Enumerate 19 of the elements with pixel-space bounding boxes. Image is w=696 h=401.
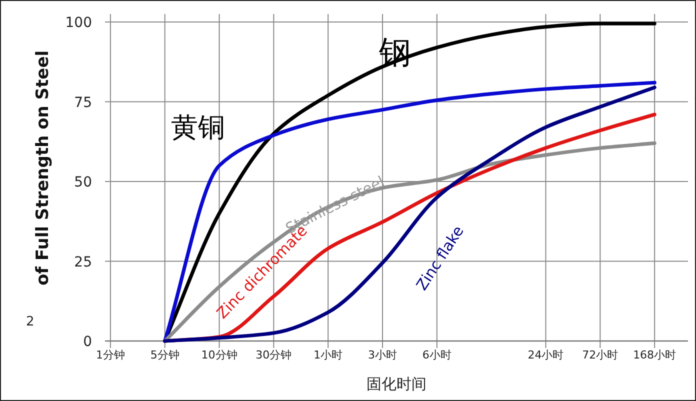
x-tick-label: 6小时 bbox=[422, 348, 452, 362]
x-tick-label: 30分钟 bbox=[256, 348, 292, 362]
text: 2 bbox=[26, 314, 34, 330]
y-axis-title: of Full Strength on Steel bbox=[33, 50, 53, 286]
y-tick-label: 100 bbox=[65, 15, 92, 31]
y-tick-label: 50 bbox=[74, 174, 92, 190]
x-tick-label: 24小时 bbox=[528, 348, 564, 362]
annotation: 黄铜 bbox=[171, 112, 225, 144]
y-tick-label: 25 bbox=[74, 254, 92, 270]
x-tick-label: 1分钟 bbox=[96, 348, 125, 362]
x-tick-label: 1小时 bbox=[314, 348, 343, 362]
x-tick-label: 72小时 bbox=[582, 348, 618, 362]
x-tick-label: 10分钟 bbox=[201, 348, 238, 362]
y-tick-label: 0 bbox=[83, 334, 92, 350]
y-tick-label: 75 bbox=[74, 94, 92, 111]
x-tick-label: 168小时 bbox=[633, 348, 676, 362]
x-axis-title: 固化时间 bbox=[366, 375, 426, 393]
x-tick-label: 5分钟 bbox=[150, 348, 180, 362]
x-tick-label: 3小时 bbox=[368, 348, 398, 362]
